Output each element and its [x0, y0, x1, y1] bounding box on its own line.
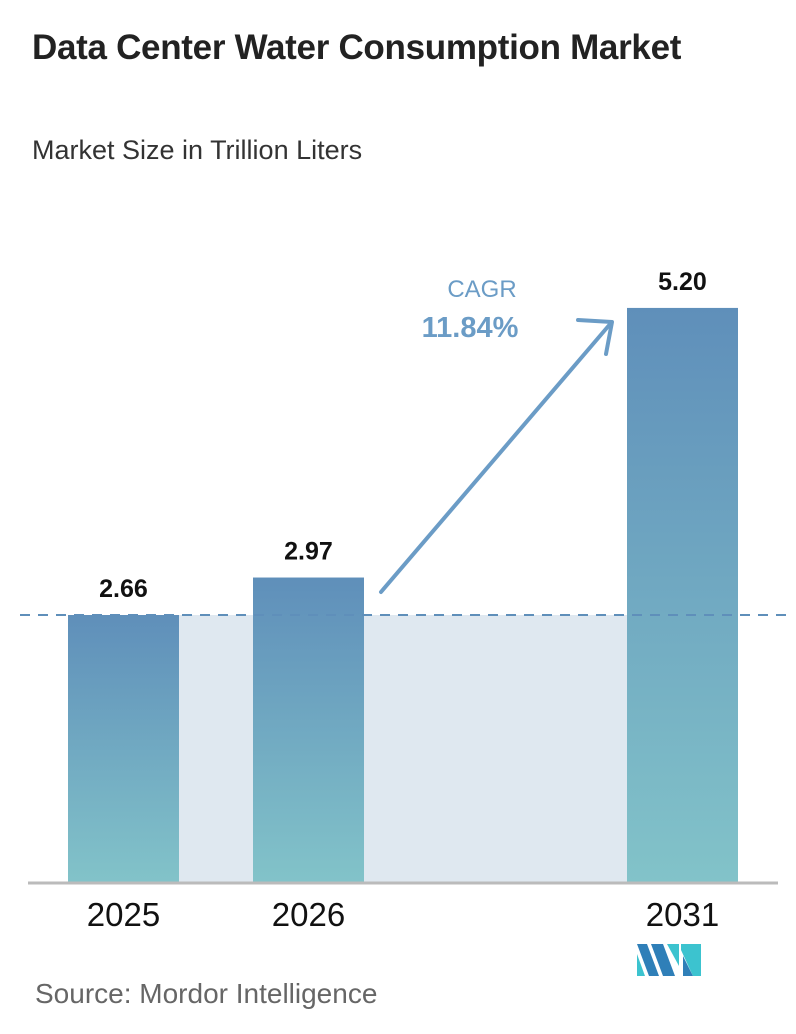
bar-2026	[253, 577, 364, 882]
chart-title: Data Center Water Consumption Market	[32, 28, 682, 67]
data-label-2025: 2.66	[99, 575, 148, 603]
bar-2025	[68, 615, 179, 882]
bar-2031	[627, 307, 738, 882]
data-label-2031: 5.20	[658, 268, 707, 296]
cagr-arrow-line	[379, 321, 613, 594]
x-tick-2026: 2026	[272, 896, 345, 933]
source-note: Source: Mordor Intelligence	[35, 978, 378, 1009]
baseline-band	[68, 615, 738, 882]
cagr-value: 11.84%	[422, 312, 519, 344]
chart-subtitle: Market Size in Trillion Liters	[32, 135, 363, 165]
x-tick-2031: 2031	[646, 896, 719, 933]
logo-icon	[637, 944, 701, 976]
data-label-2026: 2.97	[284, 538, 333, 566]
x-tick-2025: 2025	[87, 896, 160, 933]
cagr-label: CAGR	[447, 276, 516, 303]
cagr-arrow-head-icon	[576, 318, 614, 356]
